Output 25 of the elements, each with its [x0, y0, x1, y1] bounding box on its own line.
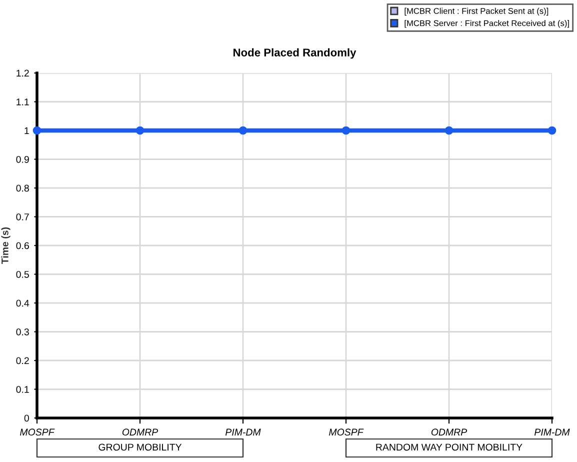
legend-label: [MCBR Server : First Packet Received at (s)] [404, 20, 569, 28]
x-tick-label: PIM-DM [534, 428, 570, 436]
x-tick-label: MOSPF [20, 428, 55, 436]
y-tick-label: 0.9 [16, 156, 29, 163]
x-tick-label: ODMRP [431, 428, 468, 436]
x-tick-label: ODMRP [122, 428, 158, 436]
chart-title: Node Placed Randomly [234, 48, 356, 59]
y-tick-label: 1.1 [16, 98, 29, 106]
y-tick-label: 1 [24, 127, 29, 134]
text: GROUP MOBILITY [98, 444, 182, 451]
y-tick-label: 1.2 [16, 70, 29, 77]
y-tick-label: 0 [24, 414, 29, 422]
y-axis-title: Time (s) [1, 227, 10, 264]
legend-label: [MCBR Client : First Packet Sent at (s)] [404, 8, 548, 16]
y-tick-label: 0.5 [16, 270, 29, 278]
y-tick-label: 0.3 [16, 328, 29, 336]
y-tick-label: 0.8 [16, 184, 29, 192]
y-tick-label: 0.7 [16, 213, 29, 220]
y-tick-label: 0.1 [16, 386, 29, 393]
x-tick-label: MOSPF [329, 428, 364, 436]
x-tick-label: PIM-DM [225, 428, 261, 436]
y-tick-label: 0.6 [16, 242, 29, 250]
y-tick-label: 0.2 [16, 357, 29, 364]
y-tick-label: 0.4 [16, 300, 30, 307]
text: RANDOM WAY POINT MOBILITY [376, 444, 522, 451]
